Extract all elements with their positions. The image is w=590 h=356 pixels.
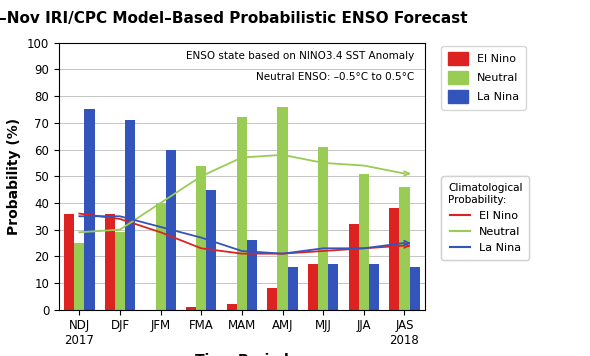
X-axis label: Time Period: Time Period (195, 353, 289, 356)
Bar (277, 107, 288, 310)
Bar (74, 243, 84, 310)
Bar (227, 304, 237, 310)
Bar (288, 267, 298, 310)
Bar (267, 288, 277, 310)
Bar (409, 267, 419, 310)
Bar (166, 150, 176, 310)
Bar (105, 214, 115, 310)
Bar (186, 307, 196, 310)
Bar (125, 120, 135, 310)
Bar (389, 208, 399, 310)
Bar (328, 264, 339, 310)
Bar (359, 174, 369, 310)
Text: Mid–Nov IRI/CPC Model–Based Probabilistic ENSO Forecast: Mid–Nov IRI/CPC Model–Based Probabilisti… (0, 11, 468, 26)
Bar (399, 187, 409, 310)
Text: ENSO state based on NINO3.4 SST Anomaly: ENSO state based on NINO3.4 SST Anomaly (186, 51, 414, 61)
Bar (349, 224, 359, 310)
Bar (247, 240, 257, 310)
Legend: El Nino, Neutral, La Nina: El Nino, Neutral, La Nina (441, 177, 529, 260)
Bar (156, 203, 166, 310)
Bar (369, 264, 379, 310)
Bar (196, 166, 206, 310)
Bar (84, 110, 94, 310)
Bar (115, 232, 125, 310)
Bar (64, 214, 74, 310)
Text: Neutral ENSO: –0.5°C to 0.5°C: Neutral ENSO: –0.5°C to 0.5°C (255, 72, 414, 82)
Bar (206, 189, 217, 310)
Bar (308, 264, 318, 310)
Y-axis label: Probability (%): Probability (%) (8, 117, 21, 235)
Bar (318, 147, 328, 310)
Bar (237, 117, 247, 310)
